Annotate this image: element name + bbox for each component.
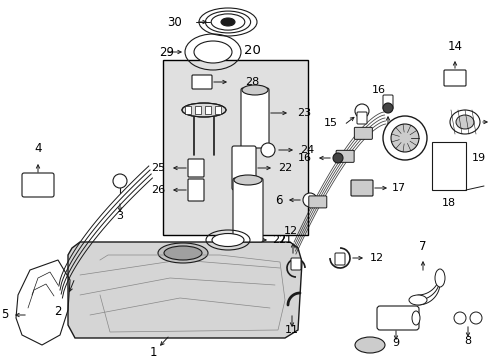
Bar xyxy=(195,106,201,114)
Bar xyxy=(163,60,307,235)
Text: 28: 28 xyxy=(244,77,259,87)
Text: 18: 18 xyxy=(441,198,455,208)
FancyBboxPatch shape xyxy=(354,127,371,139)
Text: 2: 2 xyxy=(54,305,61,318)
Text: 16: 16 xyxy=(371,85,385,95)
FancyBboxPatch shape xyxy=(187,159,203,177)
Bar xyxy=(184,106,191,114)
Text: 17: 17 xyxy=(391,183,406,193)
Text: 4: 4 xyxy=(34,142,41,155)
Text: 14: 14 xyxy=(447,40,462,53)
Circle shape xyxy=(382,116,426,160)
Text: 16: 16 xyxy=(297,153,311,163)
Circle shape xyxy=(113,174,127,188)
FancyBboxPatch shape xyxy=(335,150,353,162)
FancyBboxPatch shape xyxy=(382,95,392,109)
Circle shape xyxy=(469,312,481,324)
Text: 12: 12 xyxy=(284,226,298,236)
Text: 27: 27 xyxy=(271,235,285,245)
Ellipse shape xyxy=(434,269,444,287)
Text: 3: 3 xyxy=(116,211,123,221)
Text: 19: 19 xyxy=(471,153,485,163)
Text: 7: 7 xyxy=(418,240,426,253)
Circle shape xyxy=(390,124,418,152)
FancyBboxPatch shape xyxy=(232,178,263,242)
Text: 20: 20 xyxy=(243,44,260,57)
Circle shape xyxy=(382,103,392,113)
Ellipse shape xyxy=(234,175,262,185)
FancyBboxPatch shape xyxy=(187,179,203,201)
Polygon shape xyxy=(68,242,302,338)
Ellipse shape xyxy=(242,85,267,95)
Circle shape xyxy=(303,193,316,207)
Ellipse shape xyxy=(449,110,479,134)
Ellipse shape xyxy=(411,311,419,325)
Ellipse shape xyxy=(194,41,231,63)
FancyBboxPatch shape xyxy=(192,75,212,89)
Ellipse shape xyxy=(212,234,244,247)
Text: 8: 8 xyxy=(464,336,470,346)
Bar xyxy=(204,106,210,114)
FancyBboxPatch shape xyxy=(334,253,345,265)
Text: 5: 5 xyxy=(0,309,8,321)
Text: 1: 1 xyxy=(149,346,157,360)
Circle shape xyxy=(332,153,342,163)
FancyBboxPatch shape xyxy=(356,112,366,124)
Ellipse shape xyxy=(221,18,235,26)
Ellipse shape xyxy=(354,337,384,353)
FancyBboxPatch shape xyxy=(376,306,418,330)
Text: 22: 22 xyxy=(278,163,292,173)
FancyBboxPatch shape xyxy=(290,258,301,270)
Bar xyxy=(215,106,221,114)
Text: 25: 25 xyxy=(151,163,164,173)
Circle shape xyxy=(453,312,465,324)
Text: 9: 9 xyxy=(392,338,399,348)
Bar xyxy=(431,142,465,190)
Ellipse shape xyxy=(182,103,225,117)
Ellipse shape xyxy=(408,295,426,305)
Text: 23: 23 xyxy=(296,108,310,118)
Ellipse shape xyxy=(158,243,207,263)
Text: 12: 12 xyxy=(369,253,384,263)
Text: 24: 24 xyxy=(299,145,314,155)
Ellipse shape xyxy=(163,246,202,260)
Text: 15: 15 xyxy=(324,118,337,128)
Circle shape xyxy=(354,104,368,118)
FancyBboxPatch shape xyxy=(308,196,326,208)
FancyBboxPatch shape xyxy=(241,88,268,148)
Text: 6: 6 xyxy=(275,194,283,207)
FancyBboxPatch shape xyxy=(443,70,465,86)
Text: 26: 26 xyxy=(151,185,164,195)
Circle shape xyxy=(261,143,274,157)
Text: 30: 30 xyxy=(167,15,182,28)
Ellipse shape xyxy=(455,115,473,129)
Text: 21: 21 xyxy=(278,235,291,245)
Text: 29: 29 xyxy=(159,45,174,58)
Text: 11: 11 xyxy=(285,325,298,335)
FancyBboxPatch shape xyxy=(22,173,54,197)
FancyBboxPatch shape xyxy=(231,146,256,190)
FancyBboxPatch shape xyxy=(350,180,372,196)
